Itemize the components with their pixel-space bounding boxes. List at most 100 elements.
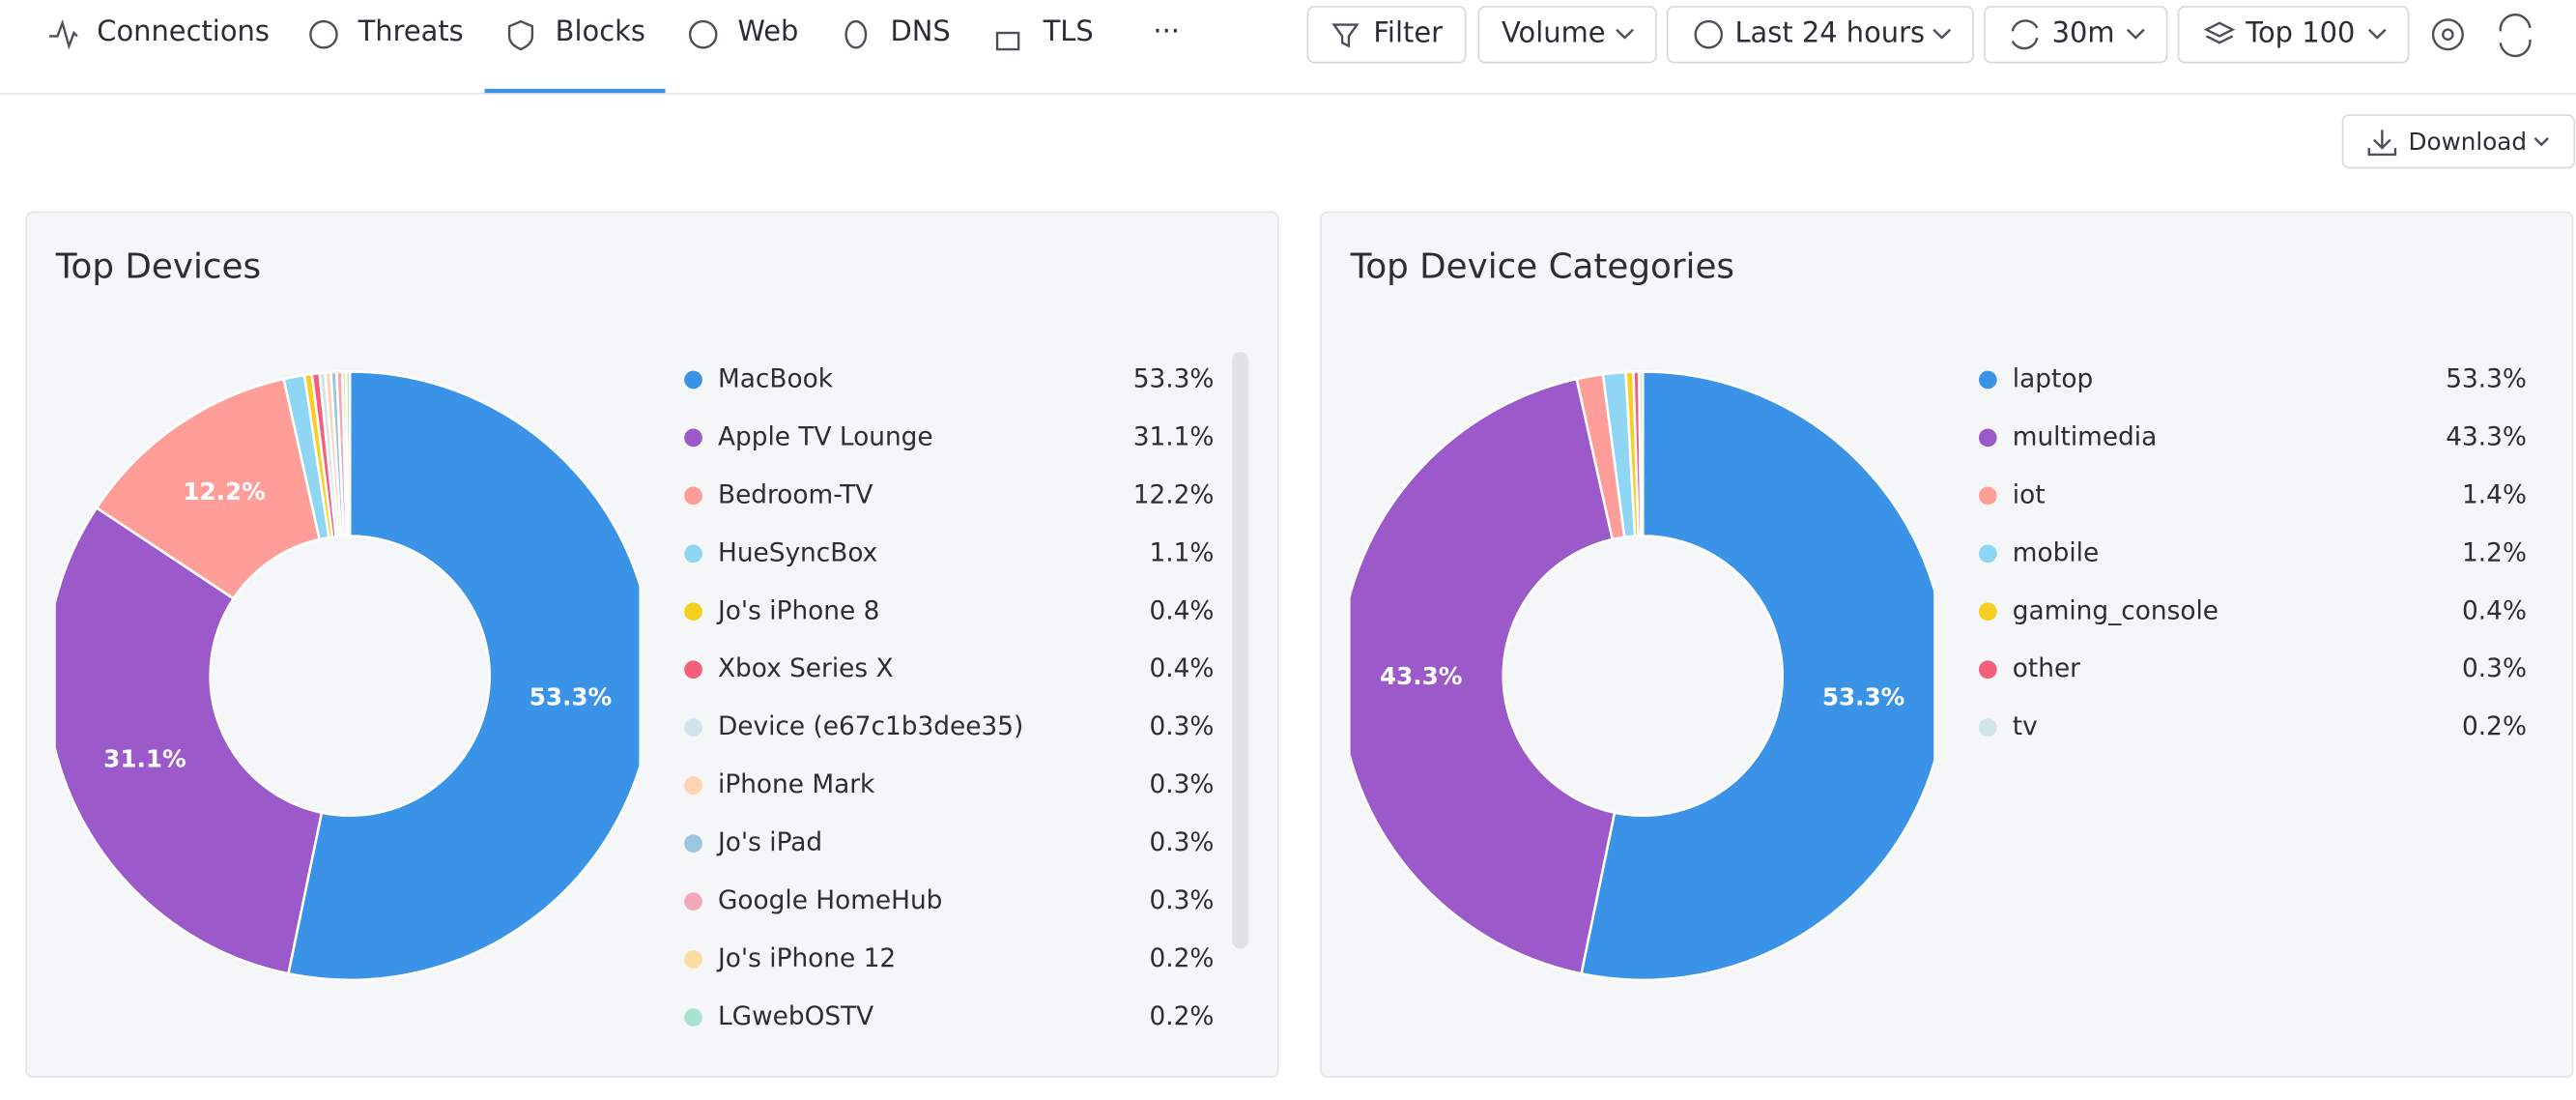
legend-swatch xyxy=(1978,544,1997,564)
legend-value: 0.4% xyxy=(2462,596,2527,625)
slice xyxy=(286,370,640,982)
tab[interactable]: Web xyxy=(737,14,798,47)
legend-value: 0.3% xyxy=(2462,654,2527,683)
legend-value: 0.3% xyxy=(1150,770,1215,799)
icon xyxy=(1694,19,1724,49)
legend-label: iot xyxy=(2013,480,2046,509)
legend-label: multimedia xyxy=(2013,422,2157,451)
legend-value: 0.2% xyxy=(1150,1002,1215,1031)
legend-value: 53.3% xyxy=(1133,364,1215,393)
top-button[interactable] xyxy=(2177,5,2410,64)
slice xyxy=(1580,370,1934,982)
slice-label: 43.3% xyxy=(1380,662,1462,690)
slice-label: 31.1% xyxy=(103,745,186,773)
legend-value: 12.2% xyxy=(1133,480,1215,509)
icon xyxy=(844,19,868,49)
legend-label: Apple TV Lounge xyxy=(718,422,933,451)
volume-button[interactable] xyxy=(1477,5,1657,64)
chevron xyxy=(2126,28,2145,40)
legend-value: 0.3% xyxy=(1150,712,1215,741)
legend-value: 0.4% xyxy=(1150,596,1215,625)
legend-swatch xyxy=(684,718,702,738)
legend-label: Device (e67c1b3dee35) xyxy=(718,712,1023,741)
legend-label: iPhone Mark xyxy=(718,770,875,799)
slice xyxy=(1350,377,1617,975)
icon xyxy=(688,19,718,49)
chart-title: Top Device Categories xyxy=(1350,246,1734,286)
legend-value: 31.1% xyxy=(1133,422,1215,451)
nav-bar: Connections Threats Blocks Web DNS TLS ·… xyxy=(0,14,2576,95)
chevron xyxy=(1616,28,1634,40)
tab[interactable]: TLS xyxy=(1043,14,1094,47)
legend-swatch xyxy=(1978,602,1997,622)
legend-value: 0.4% xyxy=(1150,654,1215,683)
legend-swatch xyxy=(684,660,702,680)
button-label: Top 100 xyxy=(2245,16,2355,49)
chevron xyxy=(1932,28,1952,40)
legend-label: other xyxy=(2013,654,2080,683)
legend-swatch xyxy=(684,486,702,506)
legend-label: Google HomeHub xyxy=(718,886,942,915)
legend-swatch xyxy=(684,602,702,622)
scrollbar[interactable] xyxy=(1232,352,1249,949)
chevron xyxy=(2533,137,2549,147)
slice xyxy=(55,506,324,975)
reload-button[interactable] xyxy=(2499,14,2532,58)
slice xyxy=(95,377,322,601)
icon xyxy=(2367,130,2397,157)
tab[interactable]: Blocks xyxy=(556,14,645,47)
active-underline xyxy=(484,88,666,94)
button-label: Filter xyxy=(1373,16,1443,49)
legend-value: 0.3% xyxy=(1150,886,1215,915)
legend-label: Jo's iPad xyxy=(716,828,822,857)
legend-label: LGwebOSTV xyxy=(718,1002,873,1031)
legend-swatch xyxy=(1978,660,1997,680)
download-button[interactable] xyxy=(2341,114,2576,169)
more-tabs[interactable]: ··· xyxy=(1153,14,1180,47)
legend-swatch xyxy=(1978,370,1997,390)
icon xyxy=(309,19,338,49)
legend-label: mobile xyxy=(2013,538,2099,567)
legend-value: 43.3% xyxy=(2446,422,2527,451)
tab[interactable]: DNS xyxy=(891,14,951,47)
filter-button[interactable] xyxy=(1306,5,1467,64)
donut xyxy=(1350,370,1934,982)
slice-label: 53.3% xyxy=(1822,683,1904,711)
legend-swatch xyxy=(1978,486,1997,506)
tab[interactable]: Threats xyxy=(358,14,464,47)
legend-label: MacBook xyxy=(718,364,834,393)
slice xyxy=(344,370,352,537)
legend-swatch xyxy=(1978,428,1997,448)
button-label: Download xyxy=(2409,128,2527,156)
legend-label: Jo's iPhone 8 xyxy=(716,596,879,625)
slice-label: 53.3% xyxy=(530,683,612,711)
legend-swatch xyxy=(684,428,702,448)
legend-value: 0.2% xyxy=(2462,712,2527,741)
legend-value: 1.2% xyxy=(2462,538,2527,567)
legend-value: 1.1% xyxy=(1150,538,1215,567)
icon xyxy=(2442,28,2454,42)
button-label: Last 24 hours xyxy=(1734,16,1925,49)
donut xyxy=(55,370,640,982)
chart-title: Top Devices xyxy=(55,246,261,286)
legend-swatch xyxy=(684,1008,702,1027)
legend-swatch xyxy=(684,950,702,969)
legend-label: Xbox Series X xyxy=(718,654,894,683)
tab[interactable]: Connections xyxy=(97,14,270,47)
icon xyxy=(995,31,1020,51)
legend-swatch xyxy=(684,370,702,390)
time-button[interactable] xyxy=(1666,5,1974,64)
slice xyxy=(1638,370,1645,537)
icon xyxy=(2011,19,2039,50)
chevron xyxy=(2367,28,2387,40)
legend-label: Jo's iPhone 12 xyxy=(716,944,896,973)
legend-swatch xyxy=(1978,718,1997,738)
legend-label: tv xyxy=(2013,712,2038,741)
icon xyxy=(49,19,78,50)
settings-button[interactable] xyxy=(2431,18,2464,51)
toolbar: Filter Volume Last 24 hours 30m Top 100 xyxy=(1306,5,2532,64)
icon xyxy=(1331,23,1360,48)
legend-label: HueSyncBox xyxy=(718,538,877,567)
legend-label: gaming_console xyxy=(2013,596,2218,625)
